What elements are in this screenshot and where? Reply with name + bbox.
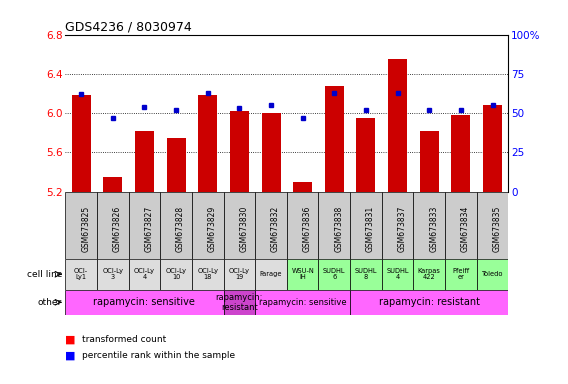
Text: GSM673838: GSM673838 [335,206,343,252]
Bar [414,192,445,259]
Bar [319,192,350,259]
Text: ■: ■ [65,350,76,360]
Bar [287,192,319,259]
Bar [287,259,319,290]
Bar [293,182,312,192]
Text: SUDHL
6: SUDHL 6 [323,268,345,280]
Text: GDS4236 / 8030974: GDS4236 / 8030974 [65,20,192,33]
Text: GSM673832: GSM673832 [271,206,280,252]
Text: GSM673826: GSM673826 [113,206,122,252]
Bar [350,259,382,290]
Bar [160,259,192,290]
Bar [414,259,445,290]
Bar [97,192,128,259]
Text: OCI-Ly
19: OCI-Ly 19 [229,268,250,280]
Bar [452,115,470,192]
Bar [357,118,375,192]
Bar [350,290,508,315]
Bar [325,86,344,192]
Text: GSM673830: GSM673830 [239,206,248,252]
Bar [65,290,224,315]
Text: other: other [38,298,62,307]
Bar [192,192,224,259]
Text: Farage: Farage [260,271,282,277]
Text: OCI-Ly
18: OCI-Ly 18 [197,268,218,280]
Bar [224,192,255,259]
Text: percentile rank within the sample: percentile rank within the sample [82,351,236,360]
Text: GSM673825: GSM673825 [81,206,90,252]
Text: GSM673828: GSM673828 [176,206,185,252]
Text: OCI-Ly
10: OCI-Ly 10 [166,268,186,280]
Bar [72,95,91,192]
Bar [65,259,97,290]
Text: SUDHL
4: SUDHL 4 [386,268,409,280]
Text: cell line: cell line [27,270,62,279]
Bar [192,259,224,290]
Bar [261,113,281,192]
Bar [160,192,192,259]
Text: GSM673835: GSM673835 [492,206,502,252]
Bar [420,131,438,192]
Bar [483,105,502,192]
Bar [230,111,249,192]
Text: OCI-Ly
3: OCI-Ly 3 [102,268,123,280]
Text: OCI-Ly
4: OCI-Ly 4 [134,268,155,280]
Text: rapamycin: resistant: rapamycin: resistant [379,297,480,307]
Text: GSM673833: GSM673833 [429,206,438,252]
Text: Karpas
422: Karpas 422 [418,268,441,280]
Bar [477,192,508,259]
Text: SUDHL
8: SUDHL 8 [354,268,377,280]
Text: GSM673836: GSM673836 [303,206,312,252]
Bar [388,59,407,192]
Bar [382,192,414,259]
Bar [128,192,160,259]
Bar [445,259,477,290]
Text: rapamycin: sensitive: rapamycin: sensitive [259,298,346,307]
Text: rapamycin: sensitive: rapamycin: sensitive [94,297,195,307]
Text: WSU-N
IH: WSU-N IH [291,268,314,280]
Bar [445,192,477,259]
Bar [224,259,255,290]
Bar [166,137,186,192]
Bar [477,259,508,290]
Text: OCI-
Ly1: OCI- Ly1 [74,268,88,280]
Bar [255,259,287,290]
Text: GSM673834: GSM673834 [461,206,470,252]
Text: Pfeiff
er: Pfeiff er [452,268,470,280]
Bar [319,259,350,290]
Text: rapamycin:
resistant: rapamycin: resistant [216,293,263,311]
Bar [103,177,122,192]
Text: Toledo: Toledo [482,271,503,277]
Bar [198,95,217,192]
Bar [224,290,255,315]
Bar [350,192,382,259]
Bar [255,290,350,315]
Text: GSM673829: GSM673829 [208,206,217,252]
Bar [128,259,160,290]
Text: transformed count: transformed count [82,335,166,344]
Text: GSM673837: GSM673837 [398,206,407,252]
Text: GSM673827: GSM673827 [144,206,153,252]
Text: GSM673831: GSM673831 [366,206,375,252]
Bar [382,259,414,290]
Bar [255,192,287,259]
Bar [135,131,154,192]
Bar [65,192,97,259]
Bar [97,259,128,290]
Text: ■: ■ [65,335,76,345]
